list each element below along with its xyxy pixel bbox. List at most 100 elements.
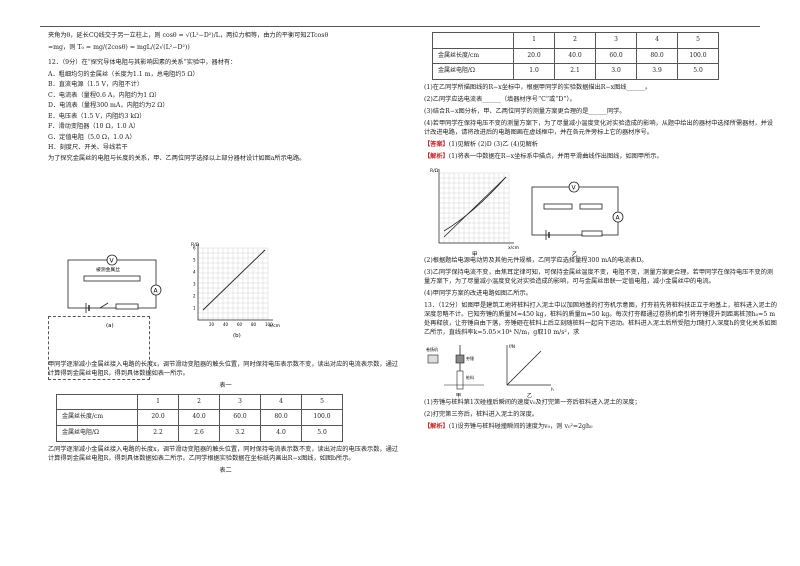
analysis-text: (1)将表一中数据在R−x坐标系中描点，并用平滑曲线作出图线，如图甲所示。 [448, 152, 663, 160]
ammeter-yi [612, 211, 624, 223]
table-cell: 80.0 [260, 409, 302, 427]
graph-13-ylabel: f/N [509, 344, 515, 349]
y-tick-label: 1 [193, 306, 196, 311]
table-cell: 60.0 [219, 409, 261, 427]
analysis-13-tag: 【解析】 [424, 422, 449, 430]
analysis-13-text: (1)设夯锤与桩料碰撞瞬间的速度为v₀，则 v₀²=2gh₀ [448, 422, 593, 430]
voltmeter-symbol [106, 254, 118, 266]
table-cell: 3 [219, 393, 261, 411]
x-tick-label: 60 [237, 322, 243, 327]
analysis-figures: R/Ω x/cm 甲 V A 乙 [424, 165, 779, 257]
equipment-item: A．粗细均匀的金属丝（长度为1.1 m，总电阻约5 Ω） [48, 70, 199, 78]
pile-label: 桩料 [466, 374, 474, 380]
table-cell: 5 [301, 393, 343, 411]
graph-jia-line-yi [443, 176, 507, 238]
answer-tag: 【答案】 [424, 140, 449, 148]
analysis-tag: 【解析】 [424, 152, 449, 160]
equipment-list: A．粗细均匀的金属丝（长度为1.1 m，总电阻约5 Ω） B．直流电源（1.5 V… [48, 71, 403, 153]
table-row: 金属丝长度/cm 20.0 40.0 60.0 80.0 100.0 [56, 409, 343, 427]
table-cell: 20.0 [137, 409, 179, 427]
table-cell: 80.0 [636, 47, 678, 65]
graph-13-xlabel: h [551, 387, 554, 392]
winch-box [427, 354, 439, 364]
table-cell: 4.0 [260, 425, 302, 442]
question-part-4: (4)若甲同学在保持电压不变的测量方案下，为了尽量减小温度变化对实验造成的影响，… [424, 120, 774, 136]
table-cell: 1 [137, 393, 179, 411]
equipment-item: H．刻度尺、开关、导线若干 [48, 144, 128, 152]
table-cell: 2.6 [178, 425, 220, 442]
y-tick-label: 5 [193, 258, 196, 263]
intro-line-1: 夹角为θ，延长CQ线交于另一立柱上，则 cosθ = √(L²−D²)/L，两拉… [48, 32, 329, 39]
pile [456, 370, 464, 390]
table-cell: 20.0 [513, 47, 555, 65]
pile-driver-figure: 卷扬机 夯锤 桩料 甲 [426, 344, 484, 399]
graph-grid: 20 40 60 80 100 1 2 3 4 5 6 [193, 244, 273, 327]
table-cell: 4 [636, 32, 678, 49]
y-tick-label: 6 [193, 246, 196, 251]
rheostat [115, 303, 139, 310]
voltmeter-yi-letter: V [572, 184, 577, 191]
table-row: 金属丝长度/cm 20.0 40.0 60.0 80.0 100.0 [432, 47, 719, 65]
figure-b-caption: (b) [233, 333, 241, 339]
table-2-title: 表二 [219, 466, 232, 474]
x-tick-label: 80 [251, 322, 257, 327]
answer-text: (1)见解析 (2)D (3)乙 (4)见解析 [448, 140, 538, 148]
graph-b-line [202, 249, 266, 311]
circuit-figure-yi: V A 乙 [531, 181, 624, 257]
intro-line-2: =mg，则 T₀ = mg/(2cosθ) = mgL/(2√(L²−D²)) [48, 43, 190, 51]
table-cell: 3.0 [595, 63, 637, 81]
graph-jia-curve [443, 176, 507, 232]
rheostat-yi [581, 230, 603, 237]
table-cell: 5 [677, 32, 719, 49]
table-row: 金属丝电阻/Ω 1.0 2.1 3.0 3.9 5.0 [432, 63, 719, 81]
table-cell: 100.0 [301, 409, 343, 427]
x-tick-label: 40 [223, 322, 229, 327]
graph-figure-jia: R/Ω x/cm 甲 [430, 168, 519, 257]
graph-13-line [506, 350, 542, 386]
table-cell: 2 [554, 32, 596, 49]
x-tick-label: 100 [265, 322, 273, 327]
table-cell: 40.0 [554, 47, 596, 65]
analysis-13-line: 【解析】(1)设夯锤与桩料碰撞瞬间的速度为v₀，则 v₀²=2gh₀ [424, 423, 779, 432]
graph-grid-jia [438, 168, 514, 244]
figure-yi-caption: 乙 [572, 251, 578, 257]
question-13-part-1: (1)夯锤与桩料第1次碰撞后瞬间的速度v₀及打完第一夯后桩料进入泥土的深度； [424, 398, 641, 406]
circuit-figure-a: V 被测金属丝 A (a) [67, 254, 162, 329]
equipment-item: F．滑动变阻器（10 Ω，1.0 A） [48, 123, 140, 131]
table-cell: 60.0 [595, 47, 637, 65]
equipment-item: E．电压表（1.5 V，内阻约3 kΩ） [48, 112, 146, 120]
table-1-title: 表一 [219, 381, 232, 389]
winch-label: 卷扬机 [426, 346, 438, 352]
table-1: 1 2 3 4 5 金属丝长度/cm 20.0 40.0 60.0 80.0 100.0 金属丝电阻/… [56, 393, 343, 442]
switch [99, 302, 109, 309]
table-cell: 3.9 [636, 63, 678, 81]
resistance-graph: f/N h 乙 [506, 344, 554, 399]
metal-wire [83, 275, 141, 282]
answer-dashed-box [48, 316, 150, 380]
figure-13-yi-caption: 乙 [527, 392, 532, 399]
table-cell: 金属丝长度/cm [432, 47, 514, 65]
circuit-yi-outline [531, 186, 619, 236]
question-12-title: 12．（9分）在“探究导体电阻与其影响因素的关系”实验中，器材有： [48, 58, 237, 66]
question-12-text: 为了探究金属丝的电阻与长度的关系，甲、乙两位同学选择以上部分器材设计如图a所示电… [48, 154, 306, 162]
graph-jia-ylabel: R/Ω [430, 168, 439, 174]
voltmeter-letter: V [110, 258, 115, 265]
question-13: 13．（12分）如图甲是建筑工地将桩料打入泥土中以加固地基的打夯机示意图，打夯前… [424, 301, 777, 336]
paragraph-1: 甲同学逐渐减小金属丝接入电路的长度x，调节滑动变阻器的触头位置，同时保持电压表示… [48, 360, 398, 377]
fixed-resistor-yi [579, 203, 603, 210]
analysis-part-2: (2)根据题给电源电动势及其他元件规格，乙同学应选择量程300 mA的电流表D。 [424, 256, 648, 264]
analysis-part-4: (4)甲同学方案的改进电路如图乙所示。 [424, 289, 532, 297]
table-2: 1 2 3 4 5 金属丝长度/cm 20.0 40.0 60.0 80.0 100.0 金属丝电阻/… [432, 32, 719, 81]
table-cell: 2.2 [137, 425, 179, 442]
graph-b-ylabel: R/Ω [191, 242, 200, 248]
table-cell: 5.0 [301, 425, 343, 442]
table-cell: 金属丝电阻/Ω [56, 425, 138, 442]
figure-a-caption: (a) [106, 323, 114, 329]
ammeter-symbol [150, 284, 162, 296]
table-cell: 金属丝长度/cm [56, 409, 138, 427]
right-column: 1 2 3 4 5 金属丝长度/cm 20.0 40.0 60.0 80.0 100.0 金属丝电阻/… [424, 32, 779, 435]
question-part-2: (2)乙同学应选电流表______（填器材序号“C”或“D”）。 [424, 96, 576, 104]
equipment-item: G．定值电阻（5.0 Ω，1.0 A） [48, 133, 136, 141]
